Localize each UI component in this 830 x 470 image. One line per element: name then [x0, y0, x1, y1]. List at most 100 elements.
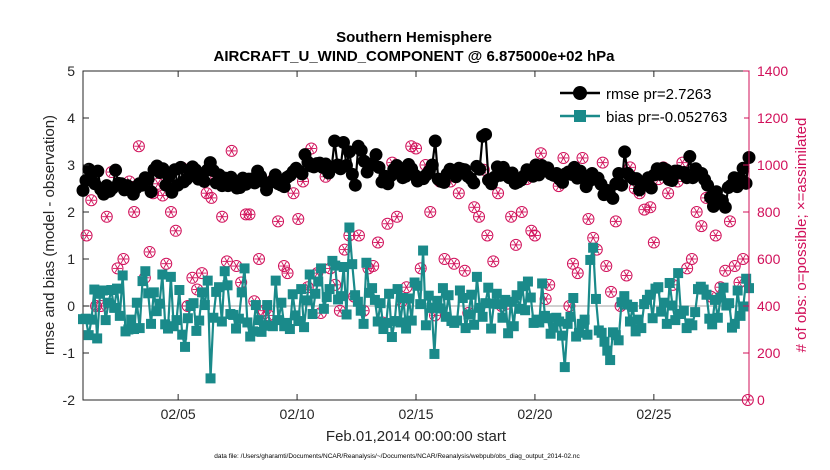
bias-point: [299, 322, 310, 333]
obs-count-point: [410, 142, 422, 155]
bias-point: [335, 291, 346, 302]
bias-point: [352, 296, 363, 307]
y2-tick-label: 1200: [757, 110, 788, 126]
bias-point: [724, 298, 735, 309]
legend-rmse-marker: [573, 86, 587, 100]
bias-point: [622, 299, 633, 310]
bias-point: [177, 329, 188, 340]
obs-count-point: [492, 187, 505, 200]
obs-count-point: [100, 210, 113, 223]
bias-point: [554, 316, 565, 327]
bias-point: [174, 285, 185, 296]
obs-count-point: [132, 140, 145, 153]
bias-point: [403, 293, 414, 304]
bias-point: [273, 315, 284, 326]
rmse-point: [144, 185, 158, 199]
obs-count-point: [662, 187, 675, 200]
rmse-point: [467, 176, 481, 190]
bias-point: [228, 309, 239, 320]
bias-point: [610, 330, 621, 341]
bias-point: [514, 303, 525, 314]
obs-count-point: [225, 144, 238, 157]
bias-point: [290, 310, 301, 321]
obs-count-point: [728, 260, 741, 273]
legend-bias-marker: [574, 110, 586, 122]
bias-point: [454, 285, 465, 296]
bias-point: [678, 305, 689, 316]
bias-point: [653, 282, 664, 293]
bias-point: [126, 314, 137, 325]
obs-count-point: [390, 210, 403, 223]
bias-point: [545, 328, 556, 339]
obs-count-point: [487, 255, 500, 268]
bias-point: [522, 276, 533, 287]
obs-count-point: [186, 271, 199, 284]
bias-point: [157, 269, 168, 280]
bias-point: [205, 373, 216, 384]
bias-point: [735, 310, 746, 321]
bias-point: [165, 271, 176, 282]
bias-point: [488, 298, 499, 309]
y-tick-label: -2: [63, 392, 76, 408]
bias-point: [239, 263, 250, 274]
bias-point: [477, 311, 488, 322]
bias-point: [344, 222, 355, 233]
bias-point: [698, 284, 709, 295]
rmse-point: [739, 176, 753, 190]
bias-point: [525, 292, 536, 303]
bias-point: [168, 321, 179, 332]
bias-point: [341, 309, 352, 320]
rmse-point: [354, 143, 368, 157]
bias-point: [386, 332, 397, 343]
bias-point: [123, 324, 134, 335]
obs-count-point: [169, 224, 182, 237]
rmse-point: [612, 166, 626, 180]
bias-point: [712, 312, 723, 323]
x-tick-label: 02/10: [280, 406, 315, 422]
bias-point: [310, 288, 321, 299]
obs-count-point: [468, 201, 481, 214]
obs-count-point: [458, 264, 471, 277]
obs-count-point: [85, 194, 98, 207]
right-y-axis: 0 200 400 600 800 1000 1200 1400: [743, 63, 788, 408]
y-tick-label: 5: [67, 63, 75, 79]
rmse-point: [109, 163, 123, 177]
bias-point: [690, 307, 701, 318]
bias-point: [497, 312, 508, 323]
obs-count-point: [205, 191, 218, 204]
bias-point: [197, 287, 208, 298]
obs-count-point: [690, 206, 703, 218]
bias-point: [701, 289, 712, 300]
obs-count-point: [481, 229, 494, 242]
left-y-axis: -2 -1 0 1 2 3 4 5: [63, 63, 89, 408]
bias-point: [321, 292, 332, 303]
bias-point: [687, 320, 698, 331]
bias-point: [367, 283, 378, 294]
bias-point: [242, 317, 253, 328]
bias-point: [480, 298, 491, 309]
bias-point: [704, 313, 715, 324]
bias-point: [599, 336, 610, 347]
bias-point: [443, 290, 454, 301]
bias-point: [140, 266, 151, 277]
bias-point: [86, 314, 97, 325]
bias-point: [452, 315, 463, 326]
x-tick-label: 02/15: [398, 406, 433, 422]
chart-subtitle: AIRCRAFT_U_WIND_COMPONENT @ 6.875000e+02…: [214, 48, 616, 65]
bias-point: [418, 245, 429, 256]
obs-count-point: [605, 285, 618, 298]
bias-point: [318, 303, 329, 314]
bias-point: [80, 313, 91, 324]
rmse-point: [336, 135, 350, 149]
bias-point: [191, 325, 202, 336]
bias-point: [106, 285, 117, 296]
bias-point: [559, 362, 570, 373]
obs-count-point: [371, 236, 384, 249]
bias-point: [256, 326, 267, 337]
obs-count-point: [709, 229, 722, 242]
bias-point: [389, 316, 400, 327]
rmse-point: [428, 134, 442, 148]
obs-count-point: [695, 220, 708, 233]
bias-point: [214, 282, 225, 293]
legend-rmse-label: rmse pr=2.7263: [606, 86, 711, 103]
